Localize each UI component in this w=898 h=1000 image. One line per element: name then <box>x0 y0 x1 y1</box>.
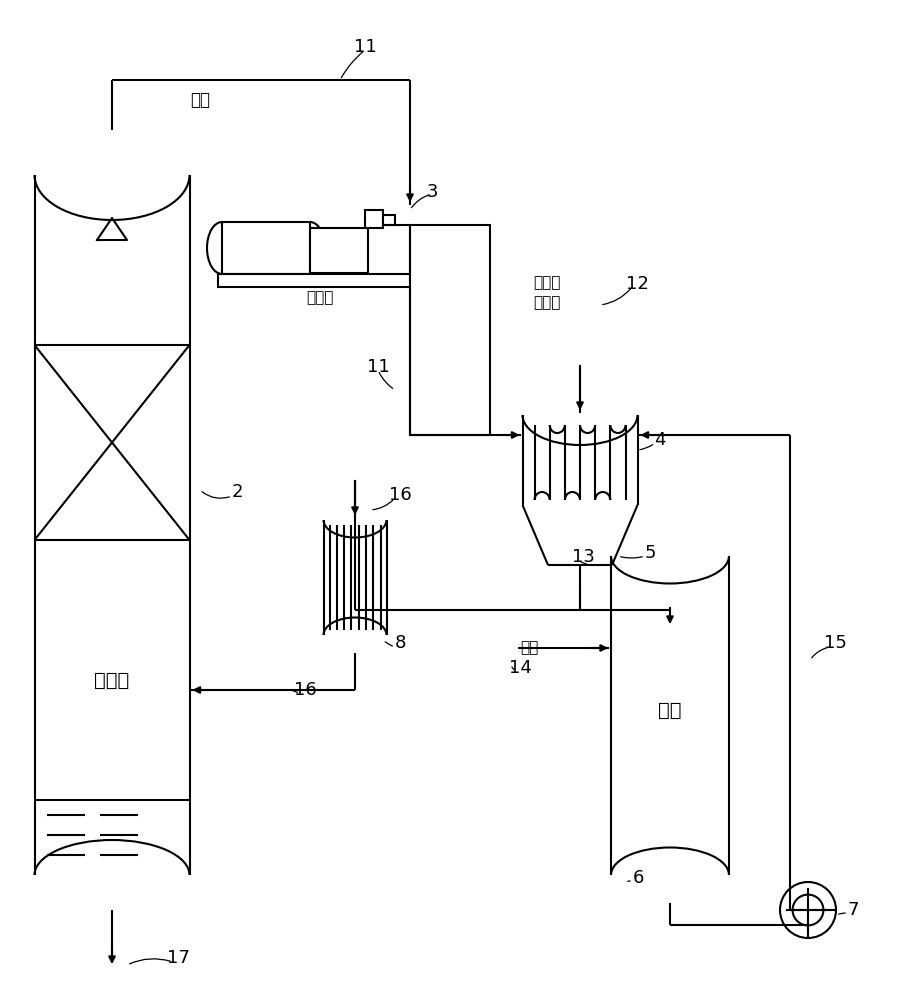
Text: 16: 16 <box>389 486 411 504</box>
Text: 5: 5 <box>644 544 656 562</box>
Bar <box>222 222 310 274</box>
Text: 液氨: 液氨 <box>520 641 538 656</box>
Bar <box>383 215 395 225</box>
Bar <box>310 228 368 273</box>
Text: 3: 3 <box>427 183 437 201</box>
Text: 7: 7 <box>847 901 858 919</box>
Text: 14: 14 <box>508 659 532 677</box>
Text: 12: 12 <box>626 275 648 293</box>
Text: 17: 17 <box>166 949 189 967</box>
Bar <box>365 210 383 228</box>
Text: 压缩机: 压缩机 <box>306 290 334 306</box>
Text: 16: 16 <box>294 681 316 699</box>
Text: 蒸发器: 蒸发器 <box>94 670 129 690</box>
Text: 氨气: 氨气 <box>190 91 210 109</box>
Text: 2: 2 <box>232 483 242 501</box>
Text: 11: 11 <box>366 358 390 376</box>
Text: 8: 8 <box>394 634 406 652</box>
Text: 15: 15 <box>823 634 847 652</box>
Text: 合成: 合成 <box>658 700 682 720</box>
Text: 11: 11 <box>354 38 376 56</box>
Text: 6: 6 <box>632 869 644 887</box>
Text: 羟乙基: 羟乙基 <box>533 275 560 290</box>
Text: 4: 4 <box>655 431 665 449</box>
Bar <box>218 274 433 287</box>
Text: 13: 13 <box>571 548 594 566</box>
Bar <box>410 225 490 435</box>
Text: 磺酸钠: 磺酸钠 <box>533 296 560 310</box>
Circle shape <box>780 882 836 938</box>
